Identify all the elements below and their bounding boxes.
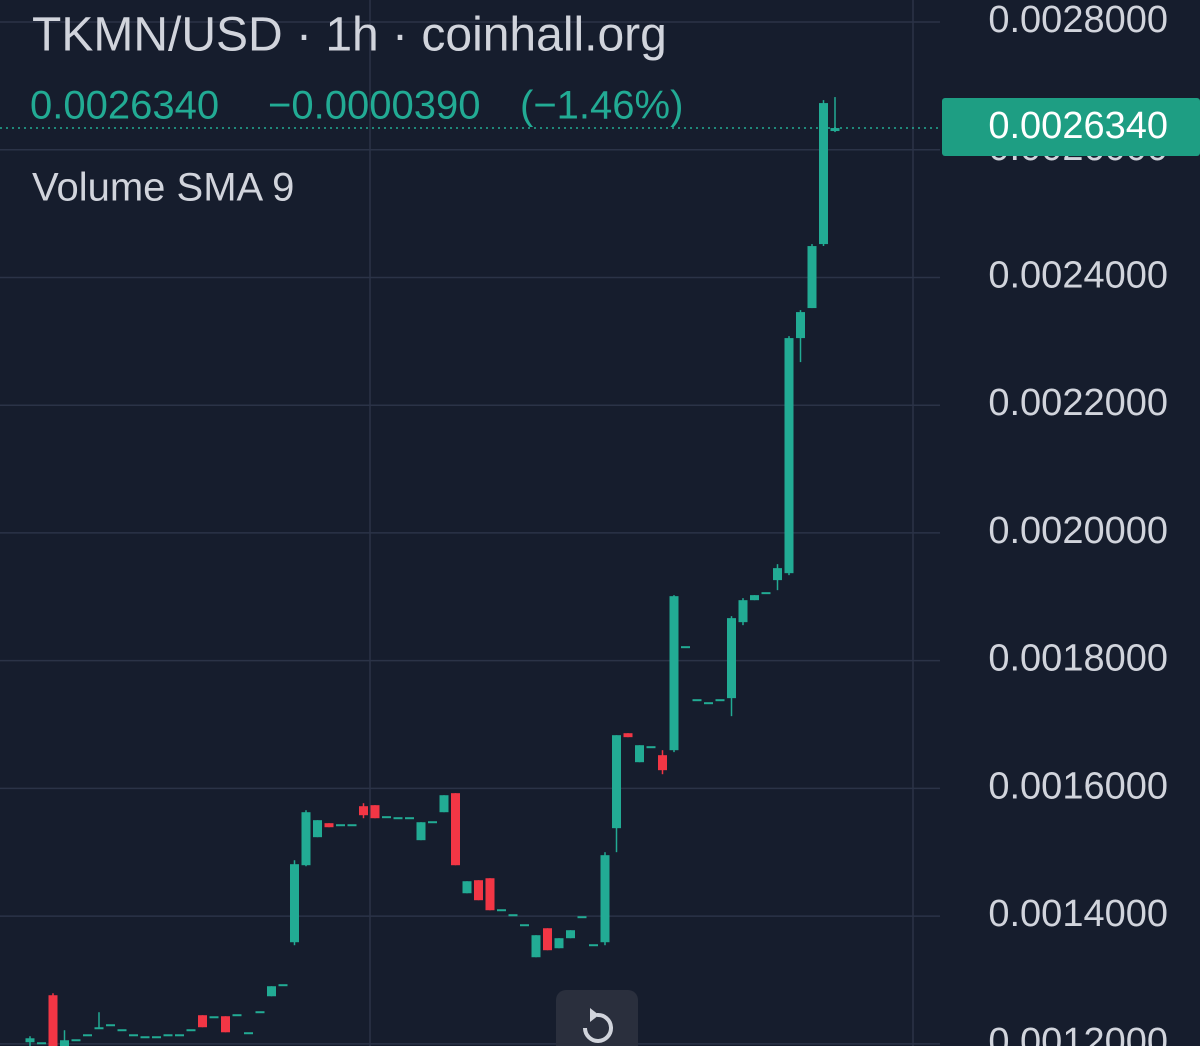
reset-icon-arrow [590, 1008, 599, 1022]
candle-body [405, 817, 414, 820]
y-tick-label: 0.0016000 [988, 765, 1168, 807]
candle-body [83, 1034, 92, 1037]
candle-body [485, 878, 495, 911]
candle-body [313, 820, 322, 838]
candle-body [152, 1036, 161, 1039]
candle-body [336, 824, 345, 827]
reset-icon [583, 1012, 613, 1043]
candle-body [692, 699, 702, 702]
last-price: 0.0026340 [30, 84, 219, 128]
candle-body [255, 1011, 265, 1014]
candle-body [140, 1036, 150, 1039]
candle-body [71, 1039, 81, 1042]
candle-body [681, 646, 690, 649]
candle-body [451, 793, 460, 866]
candle-body [175, 1034, 184, 1037]
candle-body [474, 880, 483, 901]
candle-body [566, 930, 575, 939]
y-tick-label: 0.0022000 [988, 382, 1168, 424]
candle-body [278, 984, 288, 987]
y-tick-label: 0.0020000 [988, 510, 1168, 552]
candle-body [25, 1038, 35, 1043]
price-change: −0.0000390 [268, 84, 480, 128]
candle-body [209, 1016, 219, 1019]
candle-body [439, 795, 449, 813]
grid-layer [0, 0, 940, 1046]
candle-body [738, 600, 748, 623]
candle-body [382, 816, 391, 819]
candle-body [727, 618, 736, 699]
candle-body [784, 338, 794, 574]
last-price-axis-label: 0.0026340 [988, 105, 1168, 147]
candle-body [462, 881, 472, 894]
y-tick-label: 0.0014000 [988, 893, 1168, 935]
candle-body [612, 735, 621, 829]
candle-body [198, 1015, 207, 1028]
candle-body [163, 1034, 173, 1037]
candle-body [232, 1014, 242, 1017]
y-tick-label: 0.0018000 [988, 638, 1168, 680]
candle-body [221, 1016, 230, 1033]
candle-body [704, 702, 713, 705]
candle-body [244, 1032, 253, 1035]
candle-body [715, 699, 725, 702]
candle-body [796, 312, 805, 339]
candle-body [773, 568, 782, 581]
indicator-label: Volume SMA 9 [32, 166, 294, 210]
y-tick-label: 0.0028000 [988, 0, 1168, 41]
candle-body [750, 595, 759, 601]
candle-body [117, 1029, 127, 1032]
candle-body [600, 855, 610, 943]
candle-body [508, 914, 518, 917]
candle-body [646, 746, 656, 749]
reset-button[interactable] [556, 990, 638, 1046]
candle-body [623, 733, 633, 738]
reset-button-bg[interactable] [556, 990, 638, 1046]
candle-body [267, 986, 276, 997]
candle-body [635, 745, 644, 763]
candle-body [658, 755, 667, 771]
y-tick-label: 0.0012000 [988, 1021, 1168, 1046]
candle-body [393, 817, 403, 820]
candle-body [48, 995, 58, 1046]
candles-layer [25, 97, 840, 1046]
candle-body [60, 1040, 69, 1046]
candle-body [347, 824, 357, 827]
candle-body [819, 103, 828, 245]
candle-body [301, 812, 311, 866]
last-price-box [942, 98, 1200, 157]
candle-body [589, 944, 598, 947]
candle-body [761, 592, 771, 595]
candle-body [577, 916, 587, 919]
candle-body [428, 821, 437, 824]
price-change-percent: (−1.46%) [520, 84, 683, 128]
candle-body [186, 1029, 196, 1032]
y-tick-label: 0.0024000 [988, 255, 1168, 297]
candle-body [554, 938, 564, 949]
candle-body [416, 822, 426, 841]
candle-body [324, 823, 334, 828]
candle-body [37, 1042, 46, 1045]
candle-body [531, 935, 541, 958]
candle-body [543, 928, 552, 951]
candle-body [807, 246, 817, 309]
candle-body [290, 864, 299, 943]
overlay: TKMN/USD · 1h · coinhall.org 0.0026340 −… [0, 9, 942, 210]
candle-body [520, 924, 529, 927]
candle-body [830, 128, 840, 132]
candle-body [129, 1034, 138, 1037]
price-axis: 0.0012000 0.0014000 0.0016000 0.0018000 0.00… [942, 0, 1200, 1046]
candle-body [669, 596, 679, 751]
candle-body [497, 909, 506, 912]
candle-body [370, 805, 380, 819]
candle-body [359, 806, 368, 816]
candle-body [94, 1027, 104, 1030]
chart-title: TKMN/USD · 1h · coinhall.org [32, 9, 667, 62]
candle-body [106, 1024, 115, 1027]
